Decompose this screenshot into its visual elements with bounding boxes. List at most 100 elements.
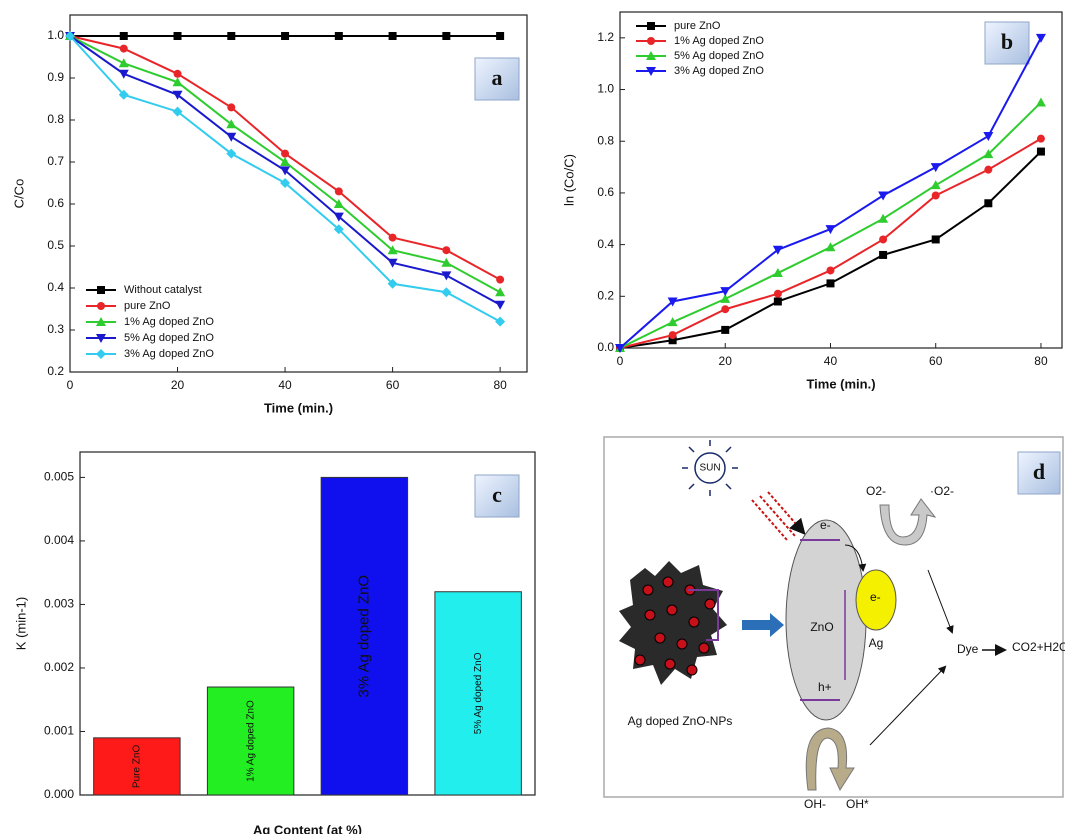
y-tick-label: 1.0	[47, 28, 64, 42]
electron-label: e-	[820, 518, 831, 532]
hydroxide-label: OH-	[804, 797, 826, 811]
y-tick-label: 0.4	[47, 280, 64, 294]
hole-label: h+	[818, 680, 832, 694]
marker	[826, 266, 834, 274]
marker	[335, 187, 343, 195]
nanoparticle-label: Ag doped ZnO-NPs	[628, 714, 733, 728]
legend-label: 3% Ag doped ZnO	[124, 348, 214, 360]
x-tick-label: 0	[617, 354, 624, 368]
y-tick-label: 1.0	[597, 82, 614, 96]
y-tick-label: 0.004	[44, 533, 74, 547]
marker	[442, 246, 450, 254]
marker	[174, 70, 182, 78]
marker	[441, 271, 451, 280]
legend-label: 5% Ag doped ZnO	[124, 332, 214, 344]
marker	[931, 163, 941, 172]
panel-label: a	[492, 65, 503, 90]
y-tick-label: 0.003	[44, 597, 74, 611]
legend-label: 1% Ag doped ZnO	[124, 316, 214, 328]
x-axis-title: Ag Content (at %)	[253, 822, 362, 834]
y-tick-label: 0.7	[47, 154, 64, 168]
x-tick-label: 60	[929, 354, 943, 368]
marker	[97, 286, 105, 294]
marker	[932, 235, 940, 243]
series-line	[620, 38, 1041, 348]
legend-label: Without catalyst	[124, 284, 202, 296]
x-tick-label: 20	[171, 378, 185, 392]
marker	[984, 166, 992, 174]
marker	[120, 45, 128, 53]
dye-label: Dye	[957, 642, 979, 656]
zno-label: ZnO	[810, 620, 833, 634]
marker	[773, 268, 783, 277]
y-tick-label: 0.6	[597, 185, 614, 199]
marker	[721, 326, 729, 334]
y-tick-label: 0.005	[44, 470, 74, 484]
y-axis-title: ln (Co/C)	[561, 154, 576, 206]
y-tick-label: 0.2	[597, 288, 614, 302]
marker	[774, 290, 782, 298]
marker	[879, 235, 887, 243]
marker	[389, 32, 397, 40]
marker	[878, 214, 888, 223]
y-axis-title: K (min-1)	[13, 597, 28, 650]
marker	[227, 32, 235, 40]
marker	[983, 132, 993, 141]
marker	[442, 32, 450, 40]
y-tick-label: 0.0	[597, 340, 614, 354]
marker	[389, 234, 397, 242]
figure: 0.20.30.40.50.60.70.80.91.0Time (min.)C/…	[0, 0, 1065, 834]
y-tick-label: 0.2	[47, 364, 64, 378]
marker	[281, 150, 289, 158]
x-tick-label: 60	[386, 378, 400, 392]
sun-label: SUN	[699, 463, 720, 474]
superoxide-label: ·O2-	[930, 484, 954, 498]
marker	[495, 287, 505, 296]
marker	[496, 32, 504, 40]
y-tick-label: 0.9	[47, 70, 64, 84]
y-tick-label: 1.2	[597, 30, 614, 44]
marker	[441, 287, 451, 297]
marker	[495, 317, 505, 327]
marker	[120, 32, 128, 40]
marker	[647, 22, 655, 30]
y-tick-label: 0.000	[44, 787, 74, 801]
y-tick-label: 0.4	[597, 237, 614, 251]
bar-category-label: 5% Ag doped ZnO	[473, 652, 484, 734]
legend-label: 1% Ag doped ZnO	[674, 35, 764, 47]
oxygen-label: O2-	[866, 484, 886, 498]
x-tick-label: 0	[67, 378, 74, 392]
marker	[669, 331, 677, 339]
panel-label: d	[1033, 459, 1045, 484]
marker	[119, 58, 129, 67]
products-label: CO2+H2O	[1012, 640, 1065, 654]
marker	[879, 251, 887, 259]
x-axis-title: Time (min.)	[806, 376, 875, 391]
y-tick-label: 0.002	[44, 660, 74, 674]
marker	[227, 103, 235, 111]
marker	[97, 302, 105, 310]
x-axis-title: Time (min.)	[264, 400, 333, 415]
marker	[932, 192, 940, 200]
marker	[774, 297, 782, 305]
marker	[878, 192, 888, 201]
marker	[174, 32, 182, 40]
y-tick-label: 0.001	[44, 724, 74, 738]
y-tick-label: 0.8	[597, 133, 614, 147]
panel-label: c	[492, 482, 502, 507]
hydroxyl-radical-label: OH*	[846, 797, 869, 811]
y-tick-label: 0.8	[47, 112, 64, 126]
ag-electron-label: e-	[870, 590, 881, 604]
mechanism-diagram: d SUN Ag doped ZnO-NPs e- ZnO h+ e- Ag O…	[604, 437, 1065, 811]
marker	[495, 301, 505, 310]
marker	[721, 305, 729, 313]
marker	[281, 32, 289, 40]
marker	[1037, 148, 1045, 156]
marker	[96, 349, 106, 359]
marker	[1036, 97, 1046, 106]
marker	[931, 180, 941, 189]
bar-category-label: 3% Ag doped ZnO	[355, 575, 372, 698]
marker	[826, 279, 834, 287]
y-axis-title: C/Co	[11, 179, 26, 209]
y-tick-label: 0.3	[47, 322, 64, 336]
